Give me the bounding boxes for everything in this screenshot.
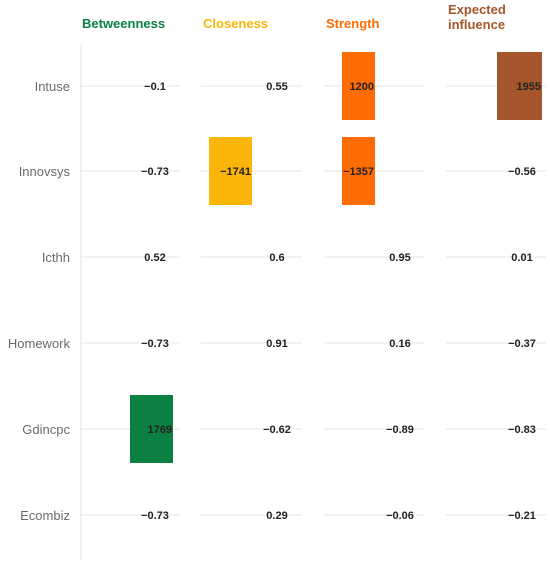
cell-value: 1200 [350,81,374,93]
row-label: Ecombiz [20,508,70,523]
cells: −0.1 0.55 1200 1955 −0.73 −1741 −1357 −0.56 0.52… [130,52,542,522]
cell-value: 1955 [517,81,541,93]
row-label: Intuse [35,79,70,94]
cell-highlight [209,137,252,205]
cell-value: −0.62 [263,424,291,436]
column-header: Betweenness [82,16,165,31]
cell-value: 1769 [148,424,172,436]
cell-value: −0.06 [386,510,414,522]
column-header: Strength [326,16,380,31]
cell-value: 0.91 [266,338,287,350]
cell-highlight [130,395,173,463]
column-header: Expected influence [448,2,506,32]
cell-value: −0.21 [508,510,536,522]
cell-value: 0.6 [269,252,284,264]
cell-highlight [342,52,375,120]
cell-highlight [497,52,542,120]
cell-value: −0.73 [141,338,169,350]
cell-value: 0.29 [266,510,287,522]
column-header: Closeness [203,16,268,31]
cell-value: −0.56 [508,166,536,178]
column-headers: Betweenness Closeness Strength Expected infl… [82,2,506,32]
cell-value: 0.01 [511,252,532,264]
cell-value: −0.1 [144,81,166,93]
cell-highlight [342,137,375,205]
cell-value: −0.73 [141,510,169,522]
cell-value: 0.52 [144,252,165,264]
row-label: Icthh [42,250,70,265]
cell-value: 0.55 [266,81,287,93]
cell-value: −0.37 [508,338,536,350]
row-label: Innovsys [19,164,71,179]
cell-value: −1357 [343,166,374,178]
row-labels: Intuse Innovsys Icthh Homework Gdincpc Ecombi… [8,79,71,523]
row-label: Gdincpc [22,422,70,437]
cell-value: 0.16 [389,338,410,350]
cell-value: −0.89 [386,424,414,436]
gridlines [80,44,546,560]
cell-value: −0.83 [508,424,536,436]
cell-value: −1741 [220,166,251,178]
cell-value: −0.73 [141,166,169,178]
row-label: Homework [8,336,71,351]
cell-value: 0.95 [389,252,410,264]
